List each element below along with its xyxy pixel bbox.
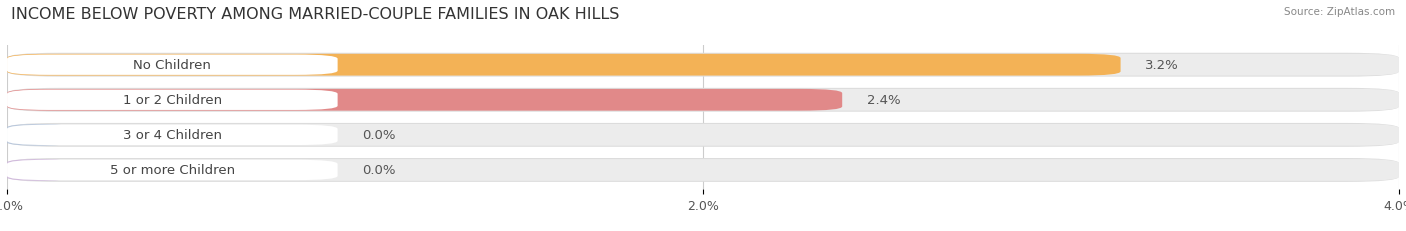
FancyBboxPatch shape (7, 123, 1399, 147)
FancyBboxPatch shape (7, 125, 337, 145)
Text: 0.0%: 0.0% (361, 129, 395, 142)
FancyBboxPatch shape (7, 125, 70, 146)
Text: 5 or more Children: 5 or more Children (110, 164, 235, 177)
FancyBboxPatch shape (7, 159, 70, 181)
FancyBboxPatch shape (7, 90, 1399, 111)
FancyBboxPatch shape (7, 158, 1399, 182)
FancyBboxPatch shape (7, 54, 1399, 77)
FancyBboxPatch shape (7, 55, 337, 76)
FancyBboxPatch shape (7, 90, 842, 111)
Text: INCOME BELOW POVERTY AMONG MARRIED-COUPLE FAMILIES IN OAK HILLS: INCOME BELOW POVERTY AMONG MARRIED-COUPL… (11, 7, 620, 22)
FancyBboxPatch shape (7, 159, 1399, 181)
FancyBboxPatch shape (7, 88, 1399, 112)
Text: Source: ZipAtlas.com: Source: ZipAtlas.com (1284, 7, 1395, 17)
Text: 2.4%: 2.4% (866, 94, 900, 107)
FancyBboxPatch shape (7, 125, 1399, 146)
FancyBboxPatch shape (7, 160, 337, 180)
FancyBboxPatch shape (7, 90, 337, 110)
Text: 0.0%: 0.0% (361, 164, 395, 177)
FancyBboxPatch shape (7, 55, 1121, 76)
Text: 1 or 2 Children: 1 or 2 Children (122, 94, 222, 107)
Text: 3 or 4 Children: 3 or 4 Children (122, 129, 222, 142)
Text: 3.2%: 3.2% (1144, 59, 1178, 72)
Text: No Children: No Children (134, 59, 211, 72)
FancyBboxPatch shape (7, 55, 1399, 76)
